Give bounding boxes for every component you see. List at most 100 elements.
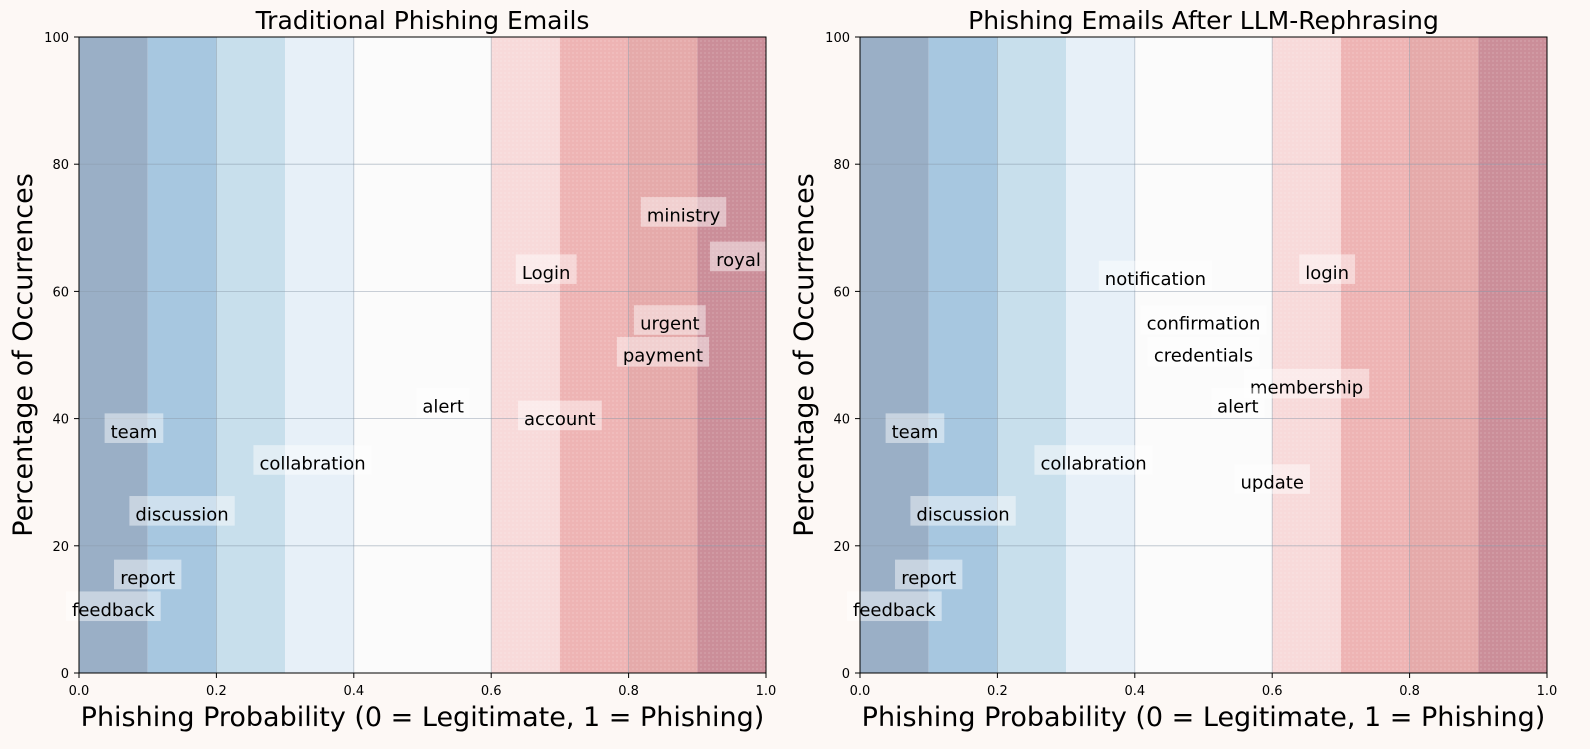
word-label: team [104,413,164,443]
word-label-box [847,591,942,622]
y-tick-label: 60 [52,285,69,300]
word-label-box [1098,260,1213,291]
x-tick-label: 1.0 [756,684,777,699]
word-label-text: team [111,422,158,443]
band-texture [491,37,560,673]
word-label-text: collabration [259,454,365,475]
word-label-box [895,559,963,590]
probability-band [1066,37,1135,673]
probability-bands [79,37,766,673]
word-label: confirmation [1140,305,1267,335]
word-label-text: confirmation [1147,314,1261,335]
word-label-box [416,387,470,418]
word-label: login [1299,254,1356,284]
x-tick-label: 0.4 [1124,684,1145,699]
y-tick-label: 20 [52,540,69,555]
probability-band [216,37,286,673]
word-label: collabration [253,445,372,475]
x-tick-label: 0.6 [1262,684,1283,699]
word-label-text: account [524,409,596,430]
word-label-text: report [120,568,175,589]
band-texture [1478,37,1547,673]
probability-band [860,37,929,673]
chart-title: Phishing Emails After LLM-Rephrasing [968,6,1439,35]
word-label-box [253,445,372,475]
probability-band [147,37,217,673]
word-label-box [104,413,164,443]
word-label-box [633,305,706,335]
x-tick-label: 0.2 [987,684,1008,699]
x-tick-label: 1.0 [1537,684,1558,699]
word-label-box [1140,305,1267,335]
word-label-text: credentials [1154,345,1253,366]
word-label: urgent [633,305,706,335]
x-tick-label: 0.0 [850,684,871,699]
word-label: notification [1098,260,1213,291]
word-label-text: payment [623,345,703,366]
word-label-box [1234,464,1310,494]
word-label: Login [515,254,577,284]
word-label-text: notification [1105,269,1206,290]
probability-band [1203,37,1273,673]
word-label-text: update [1240,473,1303,494]
x-tick-label: 0.8 [618,684,639,699]
word-label: royal [709,241,768,272]
y-axis-ticks: 0 20 40 60 80 100 [44,31,79,682]
word-label: feedback [847,591,942,622]
word-label: credentials [1147,337,1260,367]
word-label: discussion [910,496,1016,526]
y-tick-label: 80 [833,158,850,173]
probability-band [353,37,423,673]
y-tick-label: 20 [833,540,850,555]
word-label-box [1034,445,1153,475]
word-label: ministry [640,197,727,227]
y-tick-label: 60 [833,285,850,300]
word-label: payment [616,337,710,367]
word-label: team [885,413,945,443]
word-label-box [1243,368,1370,399]
word-label-text: collabration [1040,454,1146,475]
word-label-text: urgent [640,314,699,335]
word-label-box [114,559,182,590]
y-axis-label: Percentage of Occurrences [8,173,39,537]
band-texture [1409,37,1479,673]
word-label: membership [1243,368,1370,399]
word-label: report [895,559,963,590]
word-label: alert [1211,387,1265,418]
word-label-box [1147,337,1260,367]
y-tick-label: 0 [61,667,69,682]
probability-band [79,37,148,673]
x-axis-ticks: 0.0 0.2 0.4 0.6 0.8 1.0 [850,673,1558,699]
word-label-text: royal [716,250,761,271]
band-texture [1340,37,1410,673]
word-labels: ministry royal Login urgent payment alert acco… [66,197,768,622]
word-label-text: feedback [72,600,155,621]
word-label-box [1299,254,1356,284]
band-texture [697,37,766,673]
word-label-box [518,400,602,431]
word-label: account [518,400,602,431]
x-tick-label: 0.6 [481,684,502,699]
chart-panel-right: notification login confirmation credentials… [789,6,1557,733]
y-tick-label: 80 [52,158,69,173]
word-label-text: feedback [853,600,936,621]
band-texture [628,37,698,673]
x-tick-label: 0.2 [206,684,227,699]
y-axis-ticks: 0 20 40 60 80 100 [825,31,860,682]
word-label-text: ministry [647,206,721,227]
word-label-box [1211,387,1265,418]
word-label-text: discussion [135,504,228,525]
y-tick-label: 100 [825,31,850,46]
probability-band [422,37,492,673]
word-label-box [709,241,768,272]
word-label: discussion [129,496,235,526]
x-axis-ticks: 0.0 0.2 0.4 0.6 0.8 1.0 [69,673,777,699]
band-texture [1272,37,1341,673]
word-label-box [885,413,945,443]
plot-frame [78,36,767,674]
word-label: alert [416,387,470,418]
word-label-box [515,254,577,284]
word-label-text: alert [1217,396,1259,417]
y-tick-label: 0 [842,667,850,682]
